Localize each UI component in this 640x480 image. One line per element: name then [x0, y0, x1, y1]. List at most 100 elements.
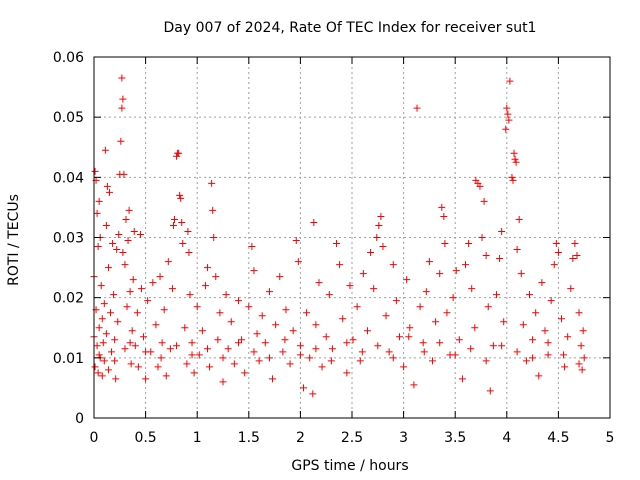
data-point	[370, 285, 378, 293]
data-point	[216, 309, 224, 317]
data-point	[162, 372, 170, 380]
data-point	[101, 146, 109, 154]
data-point	[449, 294, 457, 302]
data-point	[176, 191, 184, 199]
data-point	[125, 206, 133, 214]
data-point	[438, 203, 446, 211]
x-tick-label: 0.5	[134, 430, 156, 446]
data-point	[123, 303, 131, 311]
data-point	[107, 309, 115, 317]
data-point	[416, 303, 424, 311]
data-point	[420, 348, 428, 356]
data-point	[554, 249, 562, 257]
data-point	[467, 345, 475, 353]
data-point	[111, 357, 119, 365]
data-point	[436, 339, 444, 347]
y-tick-label: 0.05	[53, 110, 84, 126]
data-point	[195, 351, 203, 359]
data-point	[504, 110, 512, 118]
data-point	[185, 249, 193, 257]
data-point	[144, 297, 152, 305]
data-point	[142, 375, 150, 383]
data-point	[265, 354, 273, 362]
data-point	[509, 176, 517, 184]
data-point	[93, 342, 101, 350]
data-point	[379, 243, 387, 251]
data-point	[478, 234, 486, 241]
data-point	[356, 357, 364, 365]
data-point	[201, 282, 209, 290]
data-point	[282, 306, 290, 314]
data-point	[309, 390, 317, 398]
data-point	[258, 312, 266, 320]
data-point	[94, 369, 102, 377]
data-point	[363, 327, 371, 335]
x-tick-label: 3	[399, 430, 408, 446]
data-point	[452, 267, 460, 275]
data-point	[160, 306, 168, 314]
data-point	[395, 333, 403, 341]
gridlines	[94, 57, 610, 418]
data-points	[90, 74, 588, 398]
data-point	[535, 372, 543, 380]
data-point	[104, 366, 112, 374]
data-point	[519, 321, 527, 329]
data-point	[544, 339, 552, 347]
data-point	[510, 149, 518, 157]
data-point	[186, 291, 194, 299]
data-point	[462, 261, 470, 269]
data-point	[441, 240, 449, 248]
data-point	[410, 381, 418, 389]
data-point	[99, 339, 107, 347]
data-point	[111, 336, 119, 344]
data-point	[122, 215, 130, 223]
data-point	[580, 354, 588, 362]
data-point	[367, 249, 375, 257]
data-point	[100, 300, 108, 308]
data-point	[567, 285, 575, 293]
y-tick-label: 0.01	[53, 351, 84, 367]
data-point	[502, 125, 510, 133]
data-point	[222, 291, 230, 299]
data-point	[500, 318, 508, 326]
data-point	[250, 267, 258, 275]
data-point	[276, 273, 284, 281]
data-point	[178, 218, 186, 226]
data-point	[158, 339, 166, 347]
data-point	[480, 197, 488, 205]
data-point	[204, 345, 212, 353]
data-point	[385, 348, 393, 356]
data-point	[102, 221, 110, 229]
data-point	[339, 315, 347, 323]
data-point	[513, 246, 521, 254]
data-point	[102, 330, 110, 338]
data-point	[248, 243, 256, 251]
data-point	[224, 345, 232, 353]
data-point	[498, 227, 506, 235]
data-point	[496, 255, 504, 263]
data-point	[425, 258, 433, 266]
data-point	[458, 375, 466, 383]
data-point	[183, 360, 191, 368]
data-point	[471, 324, 479, 332]
data-point	[110, 291, 118, 299]
data-point	[336, 261, 344, 269]
data-point	[188, 339, 196, 347]
data-point	[400, 363, 408, 371]
data-point	[269, 375, 277, 383]
data-point	[105, 188, 113, 196]
data-point	[375, 221, 383, 229]
y-tick-label: 0.06	[53, 50, 84, 66]
data-point	[557, 315, 565, 323]
data-point	[227, 318, 235, 326]
data-point	[443, 309, 451, 317]
data-point	[432, 318, 440, 326]
data-point	[115, 230, 123, 238]
data-point	[109, 240, 117, 248]
data-point	[526, 291, 534, 299]
data-point	[129, 276, 137, 284]
data-point	[169, 221, 177, 229]
data-point	[126, 339, 134, 347]
data-point	[522, 357, 530, 365]
data-point	[137, 285, 145, 293]
